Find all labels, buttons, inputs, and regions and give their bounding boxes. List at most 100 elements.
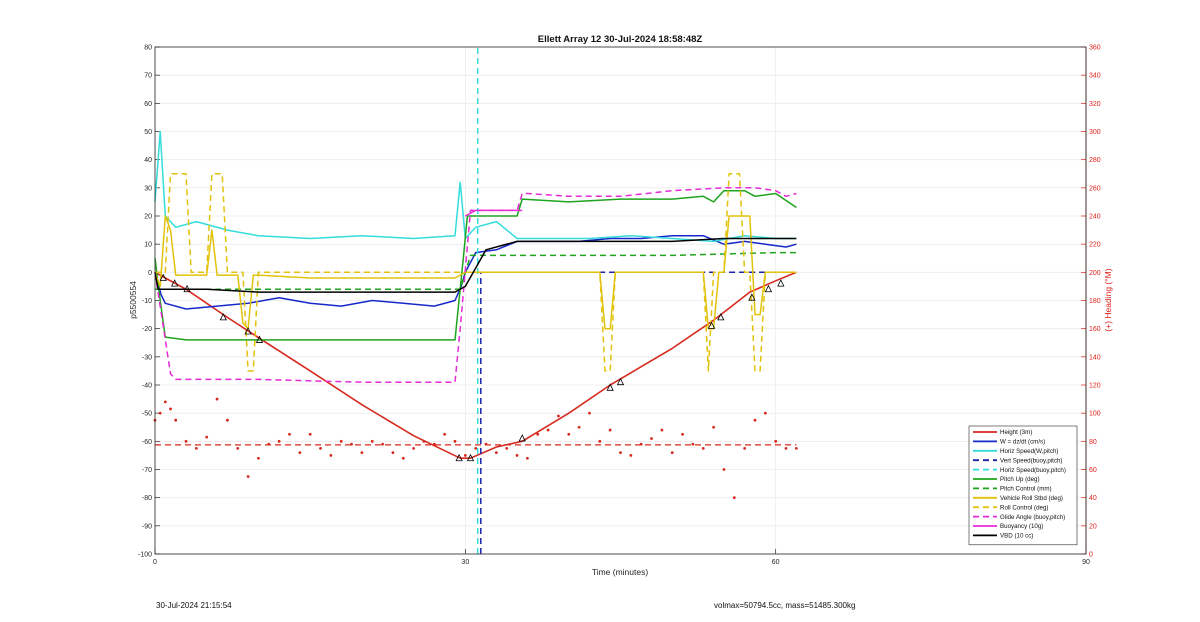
heading-point bbox=[588, 411, 591, 415]
y-tick-label: 60 bbox=[144, 101, 152, 108]
heading-point bbox=[670, 451, 674, 454]
heading-point bbox=[712, 425, 715, 429]
heading-point bbox=[629, 454, 633, 457]
heading-point bbox=[453, 439, 457, 443]
legend-label: Horiz Speed(buoy,pitch) bbox=[1000, 467, 1066, 474]
triangle-marker bbox=[183, 284, 191, 293]
triangle-marker bbox=[717, 313, 725, 321]
right-tick-label: 280 bbox=[1089, 157, 1101, 164]
heading-point bbox=[246, 475, 250, 478]
heading-point bbox=[567, 432, 571, 436]
legend-label: Vehicle Roll Stbd (deg) bbox=[1000, 495, 1063, 502]
heading-point bbox=[743, 446, 747, 450]
heading-point bbox=[339, 439, 343, 443]
right-tick-label: 40 bbox=[1089, 495, 1097, 502]
legend-label: Glide Angle (buoy,pitch) bbox=[1000, 514, 1065, 521]
heading-point bbox=[277, 439, 281, 443]
heading-point bbox=[722, 468, 726, 471]
right-tick-label: 140 bbox=[1089, 354, 1101, 361]
right-tick-label: 240 bbox=[1089, 214, 1101, 221]
legend: Height (3m) W = dz/dt (cm/s) Horiz Speed(W… bbox=[968, 425, 1078, 546]
legend-label: VBD (10 cc) bbox=[1000, 533, 1033, 540]
series-line bbox=[464, 209, 523, 217]
triangle-marker bbox=[255, 335, 264, 343]
triangle-marker bbox=[518, 434, 526, 442]
right-tick-label: 160 bbox=[1089, 326, 1101, 333]
legend-label: W = dz/dt (cm/s) bbox=[1000, 439, 1045, 446]
right-tick-label: 220 bbox=[1089, 242, 1101, 249]
series-line bbox=[154, 187, 797, 383]
y-tick-label: -40 bbox=[142, 383, 152, 390]
heading-point bbox=[194, 446, 198, 450]
triangle-marker bbox=[606, 383, 614, 391]
legend-label: Vert Speed(buoy,pitch) bbox=[1000, 457, 1062, 464]
heading-point bbox=[360, 451, 364, 454]
legend-label: Horiz Speed(W,pitch) bbox=[1000, 448, 1058, 455]
x-tick-label: 60 bbox=[772, 559, 780, 566]
heading-point bbox=[681, 432, 684, 436]
heading-point bbox=[174, 418, 178, 422]
right-tick-label: 320 bbox=[1089, 101, 1101, 108]
heading-point bbox=[329, 454, 333, 457]
heading-point bbox=[474, 446, 478, 450]
series-line bbox=[154, 237, 797, 293]
heading-point bbox=[536, 432, 540, 436]
y-axis-label: p5500554 bbox=[128, 281, 138, 319]
triangle-marker bbox=[171, 279, 179, 287]
heading-group bbox=[153, 397, 798, 500]
right-y-axis-label: (+) Heading (°M) bbox=[1103, 268, 1113, 331]
heading-point bbox=[319, 446, 322, 450]
y-tick-label: -100 bbox=[138, 552, 152, 559]
legend-label: Roll Control (deg) bbox=[1000, 504, 1049, 511]
heading-point bbox=[650, 437, 653, 440]
series-line bbox=[154, 189, 797, 341]
y-tick-label: 10 bbox=[144, 242, 152, 249]
heading-point bbox=[660, 428, 664, 432]
series-line bbox=[154, 215, 797, 330]
series-line bbox=[155, 251, 797, 290]
heading-point bbox=[494, 451, 498, 454]
heading-point bbox=[401, 456, 405, 460]
heading-point bbox=[226, 418, 229, 422]
heading-point bbox=[774, 439, 778, 443]
heading-point bbox=[422, 439, 426, 443]
y-tick-label: -10 bbox=[142, 298, 152, 305]
series-line bbox=[480, 271, 797, 554]
triangle-marker bbox=[707, 321, 716, 329]
series-line bbox=[154, 271, 797, 460]
x-axis-label: Time (minutes) bbox=[592, 567, 649, 577]
triangle-marker bbox=[616, 377, 625, 386]
heading-point bbox=[784, 446, 788, 450]
heading-point bbox=[236, 446, 240, 450]
heading-point bbox=[308, 432, 312, 436]
heading-point bbox=[753, 418, 757, 422]
triangle-marker bbox=[466, 453, 475, 462]
x-tick-label: 90 bbox=[1082, 559, 1090, 566]
y-tick-label: -60 bbox=[142, 439, 152, 446]
plot-frame bbox=[154, 46, 1087, 555]
y-tick-label: -20 bbox=[142, 326, 152, 333]
x-tick-label: 30 bbox=[461, 559, 469, 566]
heading-point bbox=[169, 407, 172, 411]
y-tick-label: 40 bbox=[144, 157, 152, 164]
heading-point bbox=[158, 411, 162, 415]
heading-point bbox=[298, 451, 302, 454]
legend-label: Height (3m) bbox=[1000, 429, 1032, 436]
y-tick-label: 50 bbox=[144, 129, 152, 136]
heading-point bbox=[577, 425, 581, 429]
legend-label: Pitch Control (mm) bbox=[1000, 486, 1052, 493]
heading-point bbox=[546, 428, 550, 432]
y-tick-label: -30 bbox=[142, 354, 152, 361]
y-tick-label: 30 bbox=[144, 185, 152, 192]
triangle-marker bbox=[244, 327, 252, 335]
right-tick-label: 20 bbox=[1089, 523, 1097, 530]
y-tick-label: 70 bbox=[144, 73, 152, 80]
right-tick-label: 200 bbox=[1089, 270, 1101, 277]
triangle-marker bbox=[748, 293, 756, 301]
y-tick-label: -80 bbox=[142, 495, 152, 502]
legend-label: Pitch Up (deg) bbox=[1000, 476, 1040, 483]
heading-point bbox=[184, 439, 188, 443]
heading-point bbox=[288, 432, 291, 436]
heading-point bbox=[732, 496, 736, 500]
